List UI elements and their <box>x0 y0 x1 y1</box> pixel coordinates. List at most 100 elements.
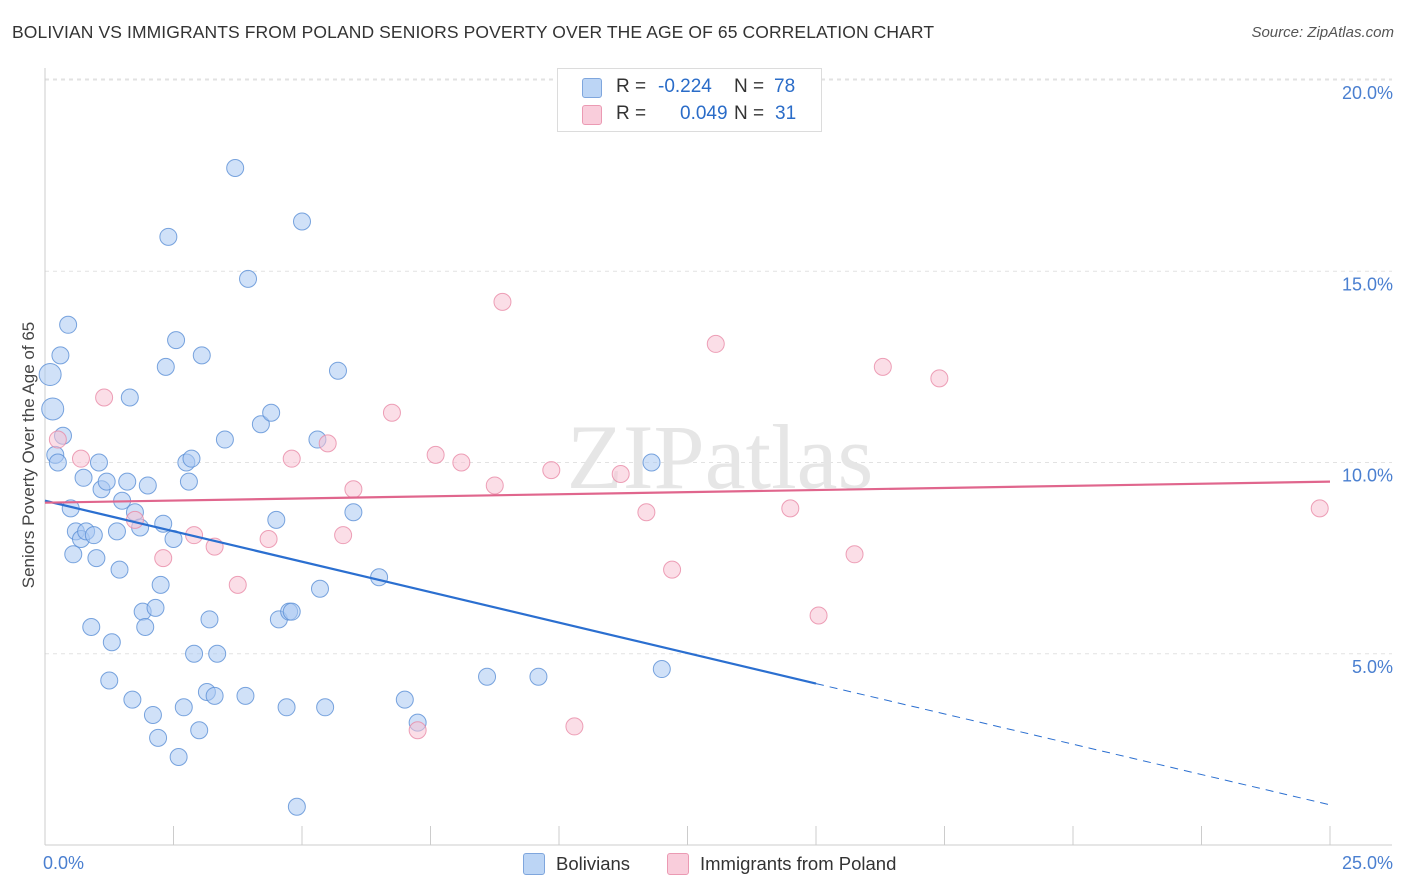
bolivians-point <box>190 721 209 740</box>
poland-point <box>565 717 584 736</box>
x-tick-labels: 0.0% 25.0% <box>43 853 1393 873</box>
bolivians-point <box>159 227 178 246</box>
bolivians-point <box>287 797 306 816</box>
bolivians-point <box>149 728 168 747</box>
poland-point <box>542 461 561 480</box>
chart-source: Source: ZipAtlas.com <box>1251 24 1394 41</box>
bolivians-point <box>192 346 211 365</box>
legend-r-label: R = <box>616 103 647 124</box>
bolivians-point <box>167 331 186 350</box>
bolivians-point <box>48 453 67 472</box>
bolivians-point <box>277 698 296 717</box>
bolivians-point <box>239 269 258 288</box>
poland-point <box>95 388 114 407</box>
poland-point <box>781 499 800 518</box>
bolivians-point <box>143 705 162 724</box>
poland-point <box>809 606 828 625</box>
bolivians-point <box>87 549 106 568</box>
y-tick-label: 15.0% <box>1342 274 1393 294</box>
bottom-legend-swatch-bolivians <box>523 853 545 875</box>
bolivians-point <box>118 472 137 491</box>
poland-trend-line <box>44 480 1331 504</box>
bolivians-point <box>282 602 301 621</box>
bolivians-point <box>151 575 170 594</box>
chart-title: BOLIVIAN VS IMMIGRANTS FROM POLAND SENIO… <box>12 22 935 42</box>
poland-point <box>426 445 445 464</box>
bolivians-point <box>123 690 142 709</box>
bolivians-point <box>205 686 224 705</box>
poland-point <box>259 530 278 548</box>
bolivians-point <box>102 633 121 652</box>
bolivians-point <box>97 472 116 491</box>
poland-point <box>452 453 471 472</box>
bolivians-point <box>208 644 227 663</box>
bolivians-point <box>82 617 101 636</box>
poland-point <box>318 434 337 453</box>
bolivians-point <box>169 748 188 767</box>
bolivians-point <box>344 503 363 522</box>
bottom-legend-swatch-poland <box>667 853 689 875</box>
bolivians-point <box>136 617 155 636</box>
correlation-legend: R = -0.224 N = 78 R = 0.049 N = 31 <box>557 68 822 132</box>
poland-point <box>344 480 363 499</box>
bolivians-point <box>529 667 548 686</box>
bolivians-point <box>41 397 65 421</box>
bolivians-point <box>316 698 335 717</box>
poland-point <box>382 403 401 422</box>
legend-n-label: N = <box>734 103 765 124</box>
bolivians-point <box>310 579 329 598</box>
poland-point <box>637 503 656 522</box>
bolivians-point <box>64 545 83 564</box>
y-axis-label: Seniors Poverty Over the Age of 65 <box>19 322 38 588</box>
x-tick-label: 0.0% <box>43 853 84 873</box>
poland-point <box>228 575 247 594</box>
bolivians-point <box>59 315 78 334</box>
legend-n-value: 78 <box>774 76 796 97</box>
bottom-legend-label-bolivians: Bolivians <box>556 853 631 874</box>
bolivians-point <box>74 468 93 487</box>
y-tick-label: 5.0% <box>1352 657 1393 677</box>
poland-point <box>611 464 630 483</box>
bolivians-point <box>652 660 671 679</box>
y-tick-label: 20.0% <box>1342 83 1393 103</box>
poland-point <box>154 549 173 568</box>
bolivians-point <box>120 388 139 407</box>
bolivians-point <box>84 526 103 545</box>
poland-point <box>334 526 353 545</box>
bolivians-point <box>226 158 245 177</box>
bolivians-point <box>370 568 389 587</box>
bolivians-trend-line <box>44 499 817 685</box>
bolivians-point <box>38 363 62 387</box>
y-tick-labels: 20.0% 15.0% 10.0% 5.0% <box>1342 83 1393 677</box>
poland-point <box>930 369 949 388</box>
poland-point <box>282 449 301 468</box>
legend-swatch-poland <box>582 105 602 125</box>
data-points <box>38 158 1329 816</box>
bolivians-point <box>156 357 175 376</box>
bolivians-point <box>182 449 201 468</box>
bolivians-point <box>174 698 193 717</box>
bolivians-point <box>110 560 129 579</box>
bolivians-point <box>293 212 311 231</box>
bolivians-point <box>267 510 286 529</box>
bolivians-point <box>251 415 270 434</box>
bolivians-point <box>328 361 347 380</box>
bolivians-point <box>179 472 198 491</box>
poland-point <box>485 476 504 495</box>
bolivians-point <box>89 453 108 472</box>
trend-lines <box>44 480 1331 806</box>
bottom-legend-label-poland: Immigrants from Poland <box>700 853 897 874</box>
bolivians-point <box>262 403 281 422</box>
bolivians-point <box>215 430 234 449</box>
bolivians-point <box>395 690 414 709</box>
legend-n-value: 31 <box>775 103 797 124</box>
bolivians-point <box>200 610 219 629</box>
legend-n-label: N = <box>734 76 765 97</box>
poland-point <box>845 545 864 564</box>
bolivians-point <box>138 476 157 495</box>
legend-r-value: 0.049 <box>680 103 728 124</box>
poland-point <box>48 430 67 449</box>
legend-swatch-bolivians <box>582 78 602 98</box>
bolivians-point <box>185 644 204 663</box>
